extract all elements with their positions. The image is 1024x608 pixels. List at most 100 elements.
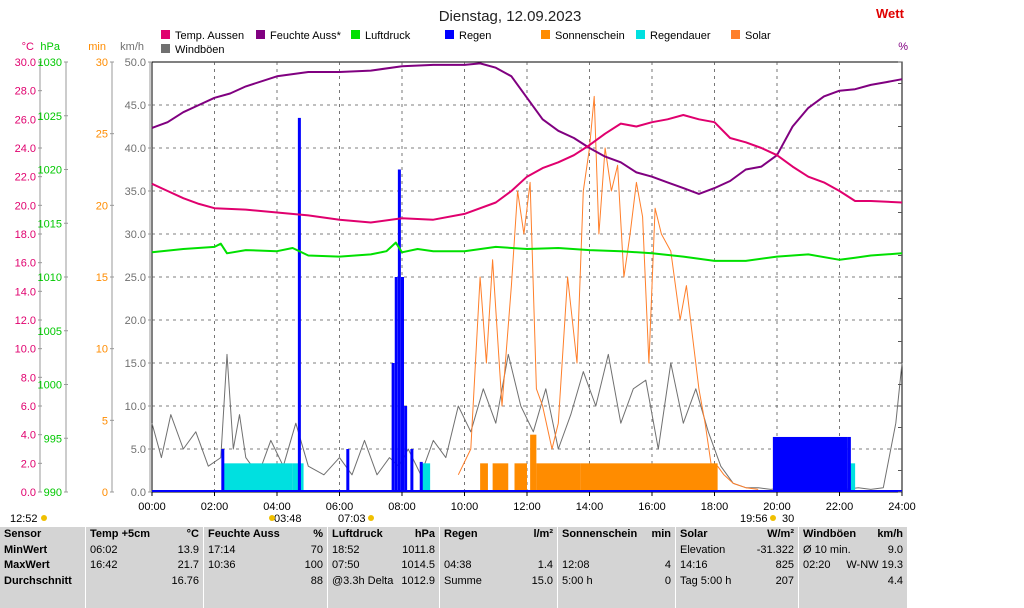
series-sonnenschein xyxy=(480,434,718,492)
summary-cell-label: 5:00 h xyxy=(562,574,593,587)
summary-header-unit: min xyxy=(651,528,671,540)
legend-label: Solar xyxy=(745,30,771,42)
summary-cell-label: 07:50 xyxy=(332,559,360,571)
summary-cell-value: 1.4 xyxy=(537,559,553,571)
summary-cell-label: MaxWert xyxy=(4,559,50,571)
axis-unit-label: km/h xyxy=(120,41,144,53)
axis-tick-label: 1000 xyxy=(38,380,62,392)
summary-cell-label: @3.3h Delta xyxy=(332,574,394,587)
axis-tick-label: 0.0 xyxy=(21,487,36,499)
series-group xyxy=(151,62,903,493)
axis-tick-label: 16.0 xyxy=(15,258,36,270)
summary-row xyxy=(562,543,671,559)
summary-row: 18:52 1011.8 xyxy=(332,543,435,559)
summary-cell-label: MinWert xyxy=(4,543,48,556)
legend-label: Temp. Aussen xyxy=(175,30,244,42)
summary-cell-value: 1012.9 xyxy=(401,574,435,587)
axis-tick-label: 995 xyxy=(44,433,62,445)
rain-bar xyxy=(221,449,225,492)
x-tick-label: 04:00 xyxy=(263,501,291,513)
x-tick-label: 16:00 xyxy=(638,501,666,513)
moon-icon xyxy=(770,515,776,521)
summary-cell-label: Durchschnitt xyxy=(4,574,72,587)
summary-row xyxy=(444,543,553,559)
summary-column: Luftdruck hPa 18:52 1011.8 07:50 1014.5 @3.3h … xyxy=(328,527,440,608)
x-tick-label: 24:00 xyxy=(888,501,916,513)
summary-header-label: Windböen xyxy=(803,528,857,540)
sunshine-bar xyxy=(536,463,581,492)
summary-cell-value: 15.0 xyxy=(531,574,553,587)
axis-tick-label: 25 xyxy=(96,129,108,141)
axes-group: °C 0.0 2.0 4.0 6.0 8.0 10.0 12.0 14.0 16.0 18.0 20.… xyxy=(15,41,916,513)
legend-label: Regen xyxy=(459,30,491,42)
legend-swatch xyxy=(445,30,454,39)
axis-tick-label: 50.0 xyxy=(125,57,146,69)
axis-tick-label: 28.0 xyxy=(15,86,36,98)
summary-cell-value: 16.76 xyxy=(171,574,199,587)
axis-tick-label: 25.0 xyxy=(125,272,146,284)
series-line xyxy=(151,241,903,262)
axis-tick-label: 6.0 xyxy=(21,401,36,413)
summary-cell-label: Elevation xyxy=(680,543,726,556)
axis-tick-label: 40.0 xyxy=(125,143,146,155)
series-line xyxy=(457,95,759,490)
axis-tick-label: 14.0 xyxy=(15,286,36,298)
summary-cell-label xyxy=(90,574,171,590)
summary-header-label: Feuchte Auss xyxy=(208,528,280,540)
summary-row: 17:14 70 xyxy=(208,543,323,559)
summary-row: Ø 10 min. 9.0 xyxy=(803,543,903,559)
x-tick-label: 10:00 xyxy=(451,501,479,513)
summary-column: Temp +5cm °C 06:02 13.9 16:42 21.7 16.76 xyxy=(86,527,204,608)
summary-cell-label: 12:08 xyxy=(562,559,590,571)
sunshine-bar xyxy=(580,463,718,492)
legend-label: Regendauer xyxy=(650,30,711,42)
axis-tick-label: 22.0 xyxy=(15,172,36,184)
axis-tick-label: 990 xyxy=(44,487,62,499)
axis-tick-label: 30.0 xyxy=(125,229,146,241)
axis-tick-label: 0 xyxy=(102,487,108,499)
axis-tick-label: 1005 xyxy=(38,326,62,338)
axis-tick-label: 4.0 xyxy=(21,430,36,442)
legend-swatch xyxy=(161,30,170,39)
summary-header: Sonnenschein min xyxy=(562,527,671,543)
brand-text: Wett xyxy=(876,6,905,21)
sun-icon xyxy=(368,515,374,521)
summary-cell-value: 4 xyxy=(664,559,671,571)
summary-row: 14:16 825 xyxy=(680,558,794,574)
rain-bar xyxy=(401,277,404,492)
summary-row: 02:20 W-NW 19.3 xyxy=(803,558,903,574)
summary-row: Tag 5:00 h 207 xyxy=(680,574,794,590)
marker-sunrise: 03:48 xyxy=(274,513,302,525)
summary-row: Summe 15.0 xyxy=(444,574,553,590)
marker-sunrise2: 07:03 xyxy=(338,513,366,525)
legend: Temp. Aussen Feuchte Auss* Luftdruck Regen S… xyxy=(161,30,771,56)
rain-bar xyxy=(410,449,414,492)
summary-cell-label: 16:42 xyxy=(90,559,118,571)
summary-header: Feuchte Auss% xyxy=(208,527,323,543)
chart-title: Dienstag, 12.09.2023 xyxy=(439,8,582,25)
axis-tick-label: 10.0 xyxy=(125,401,146,413)
series-solar xyxy=(457,95,759,490)
summary-header: Solar W/m² xyxy=(680,527,794,543)
rain-duration-bar xyxy=(848,463,856,492)
axis-tick-label: 15.0 xyxy=(125,358,146,370)
axis-unit-label: °C xyxy=(22,41,34,53)
bottom-markers: 12:52 03:48 07:03 19:56 30 xyxy=(10,513,794,525)
summary-cell-value: 100 xyxy=(304,559,323,571)
x-tick-label: 06:00 xyxy=(326,501,354,513)
rain-duration-bar xyxy=(222,463,293,492)
summary-cell-value: 70 xyxy=(310,543,323,556)
axis-tick-label: 8.0 xyxy=(21,372,36,384)
summary-row: MinWert xyxy=(4,543,81,559)
summary-row: @3.3h Delta 1012.9 xyxy=(332,574,435,590)
axis-tick-label: 10 xyxy=(96,344,108,356)
axis-tick-label: 24.0 xyxy=(15,143,36,155)
axis-tick-label: 5 xyxy=(102,415,108,427)
axis-unit-label: hPa xyxy=(40,41,60,53)
summary-cell-label: 14:16 xyxy=(680,559,708,571)
summary-header-label: Temp +5cm xyxy=(90,528,151,540)
axis-unit-label: min xyxy=(88,41,106,53)
axis-tick-label: 18.0 xyxy=(15,229,36,241)
rain-bar xyxy=(397,169,401,492)
axis-tick-label: 45.0 xyxy=(125,100,146,112)
